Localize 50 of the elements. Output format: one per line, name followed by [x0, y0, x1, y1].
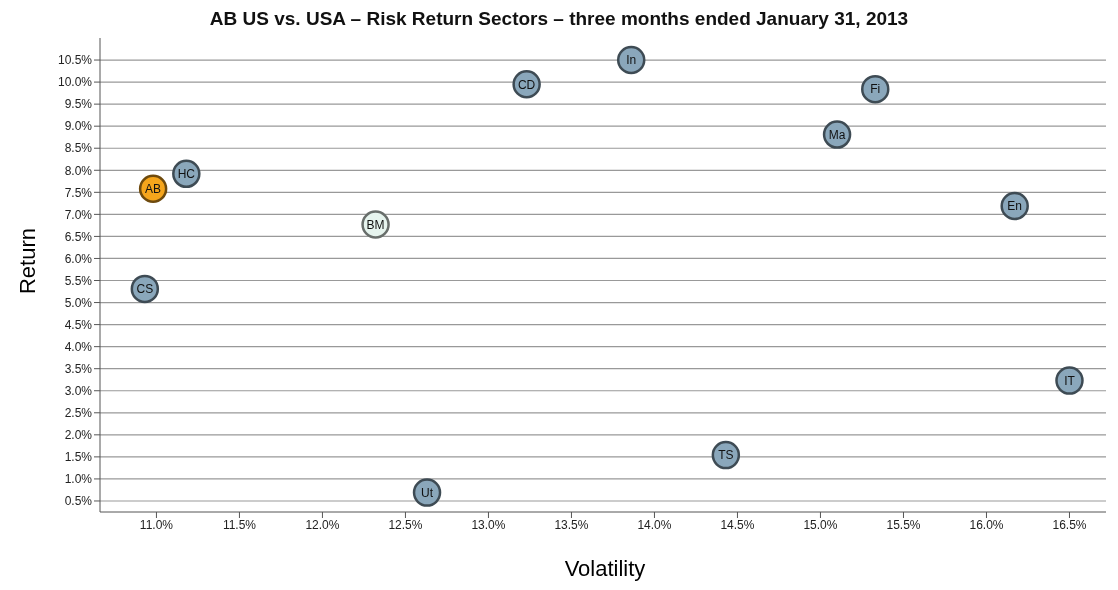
y-tick-label: 6.0% [64, 251, 93, 266]
y-tick-label: 3.5% [64, 361, 93, 376]
y-tick-label: 9.5% [64, 97, 93, 112]
y-tick-label: 5.5% [64, 273, 93, 288]
y-axis-title: Return [15, 227, 41, 295]
annotation: HC [177, 167, 196, 182]
annotation: TS [718, 448, 734, 463]
x-tick-label: 15.5% [886, 517, 921, 532]
x-axis-title: Volatility [563, 556, 647, 582]
annotation: En [1007, 199, 1023, 214]
x-tick-label: 15.0% [803, 517, 838, 532]
x-tick-label: 12.5% [388, 517, 423, 532]
y-tick-label: 9.0% [64, 119, 93, 134]
annotation: BM [366, 217, 385, 232]
y-tick-label: 7.5% [64, 185, 93, 200]
y-tick-label: 7.0% [64, 207, 93, 222]
x-tick-label: 11.0% [139, 517, 174, 532]
y-tick-label: 1.5% [64, 450, 93, 465]
annotation: AB [145, 182, 162, 197]
y-tick-label: 8.0% [64, 163, 93, 178]
x-tick-label: 11.5% [222, 517, 257, 532]
point [616, 45, 646, 75]
y-tick-label: 6.5% [64, 229, 93, 244]
annotation: CS [136, 282, 154, 297]
y-tick-label: 5.0% [64, 295, 93, 310]
x-tick-label: 16.0% [969, 517, 1004, 532]
x-tick-label: 14.0% [637, 517, 672, 532]
y-tick-label: 8.5% [64, 141, 93, 156]
annotation: In [626, 53, 637, 68]
x-tick-label: 13.5% [554, 517, 589, 532]
annotation: Fi [870, 82, 881, 97]
y-tick-label: 3.0% [64, 384, 93, 398]
y-tick-label: 4.5% [64, 317, 93, 332]
annotation: CD [517, 77, 536, 92]
annotation: Ut [421, 485, 434, 500]
x-tick-label: 12.0% [305, 517, 340, 532]
y-tick-label: 10.0% [57, 75, 93, 90]
annotation: IT [1064, 373, 1076, 388]
y-tick-label: 0.5% [64, 494, 93, 509]
y-tick-label: 2.0% [64, 428, 93, 443]
y-tick-label: 1.0% [64, 472, 93, 487]
x-tick-label: 13.0% [471, 517, 506, 532]
y-tick-label: 2.5% [64, 406, 93, 421]
point [861, 74, 890, 104]
annotation: Ma [828, 127, 846, 142]
chart-title: AB US vs. USA – Risk Return Sectors – three months ended January 31, 2013 [208, 8, 910, 30]
x-tick-label: 14.5% [720, 517, 755, 532]
x-tick-label: 16.5% [1052, 517, 1087, 532]
y-tick-label: 4.0% [64, 339, 93, 354]
y-tick-label: 10.5% [57, 53, 93, 68]
